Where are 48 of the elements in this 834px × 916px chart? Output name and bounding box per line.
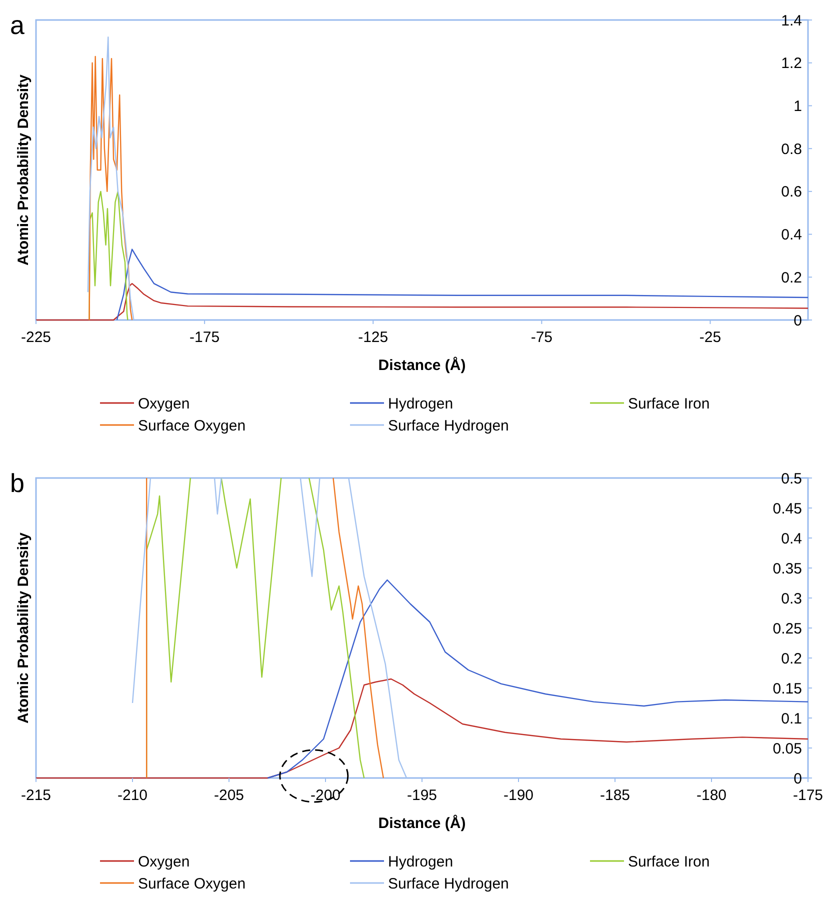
legend-label: Hydrogen — [388, 395, 454, 412]
legend-label: Surface Iron — [628, 395, 710, 412]
y-axis-title: Atomic Probability Density — [15, 532, 32, 724]
chart-title: a — [10, 10, 25, 40]
y-tick-label: 0.05 — [772, 740, 802, 758]
y-axis-title: Atomic Probability Density — [15, 74, 32, 266]
y-tick-label: 0.4 — [781, 530, 802, 548]
x-tick-label: -215 — [20, 787, 52, 804]
x-tick-label: -125 — [358, 329, 388, 346]
y-tick-label: 0 — [794, 770, 802, 788]
x-tick-label: -175 — [792, 787, 824, 804]
legend-label: Oxygen — [138, 395, 190, 412]
legend-label: Surface Oxygen — [138, 875, 246, 892]
y-tick-label: 0 — [794, 312, 802, 330]
legend-label: Surface Hydrogen — [388, 875, 509, 892]
y-tick-label: 0.5 — [781, 470, 802, 488]
legend-label: Surface Oxygen — [138, 417, 246, 434]
y-tick-label: 0.45 — [772, 500, 802, 518]
x-axis-title: Distance (Å) — [378, 814, 466, 832]
x-tick-label: -175 — [190, 329, 220, 346]
x-tick-label: -185 — [600, 787, 630, 804]
y-tick-label: 1 — [794, 98, 802, 115]
y-tick-label: 0.4 — [781, 226, 802, 244]
legend-label: Surface Iron — [628, 853, 710, 870]
y-tick-label: 0.15 — [772, 680, 802, 698]
y-tick-label: 1.4 — [781, 12, 802, 30]
chart-title: b — [10, 468, 24, 498]
y-tick-label: 0.8 — [781, 140, 802, 158]
x-tick-label: -195 — [406, 787, 438, 804]
y-tick-label: 0.35 — [772, 560, 802, 578]
y-tick-label: 0.2 — [781, 269, 802, 286]
x-axis-title: Distance (Å) — [378, 356, 466, 374]
y-tick-label: 0.3 — [781, 590, 802, 608]
y-tick-label: 0.2 — [781, 650, 802, 668]
x-tick-label: -190 — [503, 787, 534, 804]
x-tick-label: -25 — [699, 329, 722, 346]
legend-label: Surface Hydrogen — [388, 417, 509, 434]
x-tick-label: -225 — [20, 329, 52, 346]
y-tick-label: 1.2 — [781, 55, 802, 72]
x-tick-label: -180 — [696, 787, 727, 804]
x-tick-label: -75 — [530, 329, 553, 346]
y-tick-label: 0.6 — [781, 184, 802, 201]
y-tick-label: 0.25 — [772, 620, 802, 638]
x-tick-label: -210 — [117, 787, 148, 804]
y-tick-label: 0.1 — [781, 710, 802, 728]
legend-label: Oxygen — [138, 853, 190, 870]
x-tick-label: -205 — [214, 787, 244, 804]
legend-label: Hydrogen — [388, 853, 454, 870]
